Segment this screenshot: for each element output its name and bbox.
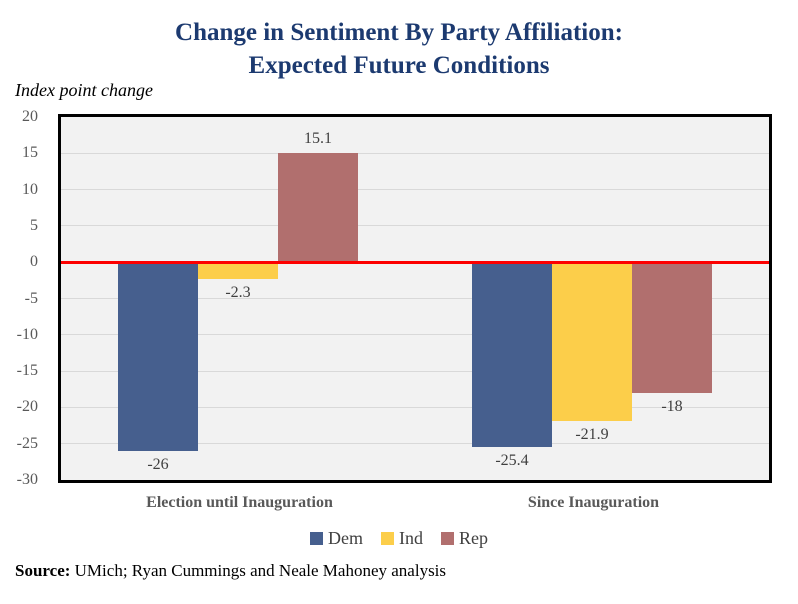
gridline — [61, 370, 769, 372]
chart-title-line1: Change in Sentiment By Party Affiliation… — [175, 19, 623, 46]
y-tick-label: 0 — [30, 253, 38, 271]
y-axis-unit-label: Index point change — [15, 80, 153, 100]
bar-ind-1 — [552, 262, 632, 422]
y-tick-label: 5 — [30, 216, 38, 234]
chart-title: Change in Sentiment By Party Affiliation… — [0, 16, 798, 82]
bar-rep-1 — [632, 262, 712, 393]
bar-value-label: -26 — [147, 455, 169, 473]
y-tick-label: -5 — [24, 289, 38, 307]
gridline — [61, 225, 769, 227]
source-label: Source: — [15, 561, 71, 580]
legend-label: Rep — [459, 528, 488, 548]
bar-ind-0 — [198, 262, 278, 279]
legend-swatch-icon — [441, 532, 454, 545]
legend-item-rep: Rep — [441, 528, 488, 549]
y-tick-label: -20 — [16, 398, 38, 416]
y-tick-label: 10 — [22, 180, 38, 198]
gridline — [61, 443, 769, 445]
y-tick-label: 15 — [22, 144, 38, 162]
legend-swatch-icon — [310, 532, 323, 545]
bar-dem-0 — [118, 262, 198, 451]
gridline — [61, 189, 769, 191]
x-category-label: Since Inauguration — [527, 494, 660, 511]
y-tick-label: -15 — [16, 362, 38, 380]
bar-value-label: -25.4 — [495, 451, 529, 469]
y-tick-label: -25 — [16, 434, 38, 452]
gridline — [61, 298, 769, 299]
chart-title-line2: Expected Future Conditions — [248, 52, 550, 79]
legend: Dem Ind Rep — [0, 528, 798, 549]
y-tick-label: -10 — [16, 325, 38, 343]
bar-rep-0 — [278, 152, 358, 263]
bar-dem-1 — [472, 262, 552, 447]
zero-baseline — [61, 260, 769, 264]
source-note: Source: UMich; Ryan Cummings and Neale M… — [15, 561, 446, 581]
legend-label: Dem — [328, 528, 363, 548]
x-category-label: Election until Inauguration — [146, 494, 333, 511]
bar-value-label: -18 — [661, 397, 683, 415]
gridline — [61, 334, 769, 336]
gridline — [61, 406, 769, 408]
legend-item-dem: Dem — [310, 528, 363, 549]
gridline — [61, 152, 769, 154]
bar-value-label: -21.9 — [575, 426, 609, 444]
y-tick-label: -30 — [16, 471, 38, 488]
source-text: UMich; Ryan Cummings and Neale Mahoney a… — [70, 561, 447, 580]
bar-value-label: -2.3 — [225, 283, 251, 301]
y-tick-label: 20 — [22, 108, 38, 125]
legend-swatch-icon — [381, 532, 394, 545]
bar-value-label: 15.1 — [304, 129, 332, 147]
plot-area: -26 -25.4 -2.3 -21.9 15.1 -18 — [58, 114, 772, 483]
legend-item-ind: Ind — [381, 528, 423, 549]
legend-label: Ind — [399, 528, 423, 548]
